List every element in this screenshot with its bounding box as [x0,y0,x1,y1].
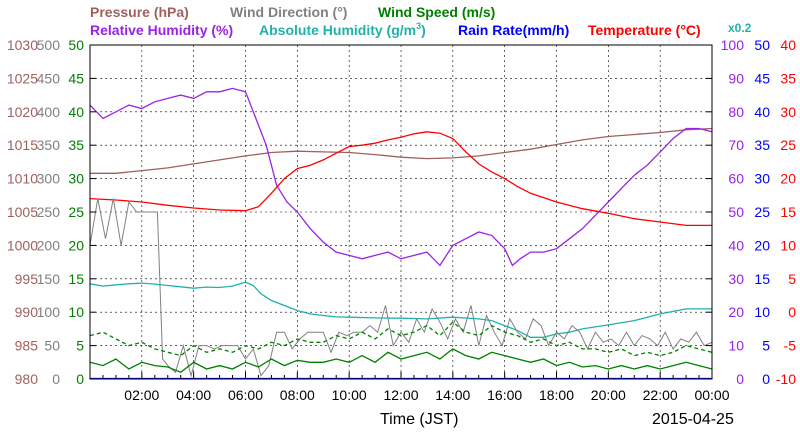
y-tick-label: 50 [754,37,770,53]
humidity-axis-title: Relative Humidity (%) [90,22,233,38]
y-tick-label: 995 [15,271,39,287]
y-tick-label: 50 [44,338,60,354]
x-tick-label: 22:00 [643,387,678,403]
y-tick-label: 990 [15,304,39,320]
y-tick-label: 20 [780,171,796,187]
x-axis-title: Time (JST) [380,411,459,428]
y-tick-label: 5 [762,338,770,354]
y-tick-label: 90 [728,70,744,86]
y-tick-label: 5 [76,338,84,354]
y-tick-label: 40 [754,104,770,120]
series-line [89,321,713,357]
y-tick-label: 35 [780,70,796,86]
y-tick-label: 20 [754,237,770,253]
y-tick-label: 30 [728,271,744,287]
y-tick-label: 5 [788,271,796,287]
y-tick-label: 980 [15,371,39,387]
x-tick-label: 16:00 [487,387,522,403]
y-tick-label: 300 [37,171,61,187]
y-tick-label: 500 [37,37,61,53]
y-tick-label: 40 [780,37,796,53]
y-tick-label: 60 [728,171,744,187]
y-tick-label: 10 [68,304,84,320]
y-tick-label: 150 [37,271,61,287]
y-tick-label: 1020 [7,104,38,120]
y-tick-label: 1010 [7,171,38,187]
y-tick-label: 20 [68,237,84,253]
y-tick-label: 0 [762,371,770,387]
y-tick-label: 15 [780,204,796,220]
y-tick-label: 25 [68,204,84,220]
y-tick-label: 15 [754,271,770,287]
x-tick-label: 06:00 [228,387,263,403]
x-tick-label: 10:00 [332,387,367,403]
y-tick-label: 35 [68,137,84,153]
y-tick-label: 10 [780,237,796,253]
y-tick-label: 1015 [7,137,38,153]
y-tick-label: 400 [37,104,61,120]
y-tick-label: 1000 [7,237,38,253]
x-tick-label: 08:00 [280,387,315,403]
x-tick-label: 20:00 [591,387,626,403]
y-tick-label: 40 [728,237,744,253]
pressure-axis-title: Pressure (hPa) [90,4,189,20]
y-tick-label: 0 [736,371,744,387]
abs-humidity-multiplier: x0.2 [728,21,752,35]
y-tick-label: 50 [728,204,744,220]
y-tick-label: -5 [784,338,797,354]
date-label: 2015-04-25 [652,411,734,428]
y-tick-label: 1025 [7,70,38,86]
y-tick-label: 15 [68,271,84,287]
x-tick-label: 14:00 [435,387,470,403]
y-tick-label: 10 [754,304,770,320]
wind-speed-axis-title: Wind Speed (m/s) [378,4,495,20]
rain-rate-axis-title: Rain Rate(mm/h) [458,22,569,38]
x-tick-label: 00:00 [694,387,729,403]
x-tick-label: 02:00 [124,387,159,403]
y-tick-label: 30 [754,171,770,187]
series-line [89,131,712,227]
y-tick-label: 1005 [7,204,38,220]
series-line [89,87,713,267]
y-tick-label: 1030 [7,37,38,53]
y-tick-label: 80 [728,104,744,120]
y-tick-label: 350 [37,137,61,153]
y-tick-label: 10 [728,338,744,354]
x-tick-label: 18:00 [539,387,574,403]
y-tick-label: 100 [721,37,745,53]
y-tick-label: 985 [15,338,39,354]
x-tick-label: 12:00 [383,387,418,403]
series-line [89,198,713,378]
y-tick-label: 45 [68,70,84,86]
y-tick-label: 30 [780,104,796,120]
y-tick-label: 450 [37,70,61,86]
y-tick-label: 45 [754,70,770,86]
abs-humidity-axis-title: Absolute Humidity (g/m3) [259,21,426,38]
y-tick-label: 50 [68,37,84,53]
y-tick-label: 25 [780,137,796,153]
y-tick-label: 25 [754,204,770,220]
series-line [89,348,713,374]
x-tick-label: 04:00 [176,387,211,403]
y-tick-label: 0 [788,304,796,320]
y-tick-label: 40 [68,104,84,120]
series-line [89,281,712,338]
y-tick-label: 35 [754,137,770,153]
y-tick-label: 0 [76,371,84,387]
wind-direction-axis-title: Wind Direction (°) [230,4,347,20]
axis-ticks: 9809859909951000100510101015102010251030… [7,37,796,403]
y-tick-label: -10 [776,371,796,387]
temperature-axis-title: Temperature (°C) [588,22,701,38]
y-tick-label: 100 [37,304,61,320]
series-line [90,127,713,174]
y-tick-label: 250 [37,204,61,220]
y-tick-label: 0 [52,371,60,387]
y-tick-label: 70 [728,137,744,153]
y-tick-label: 20 [728,304,744,320]
y-tick-label: 200 [37,237,61,253]
y-tick-label: 30 [68,171,84,187]
